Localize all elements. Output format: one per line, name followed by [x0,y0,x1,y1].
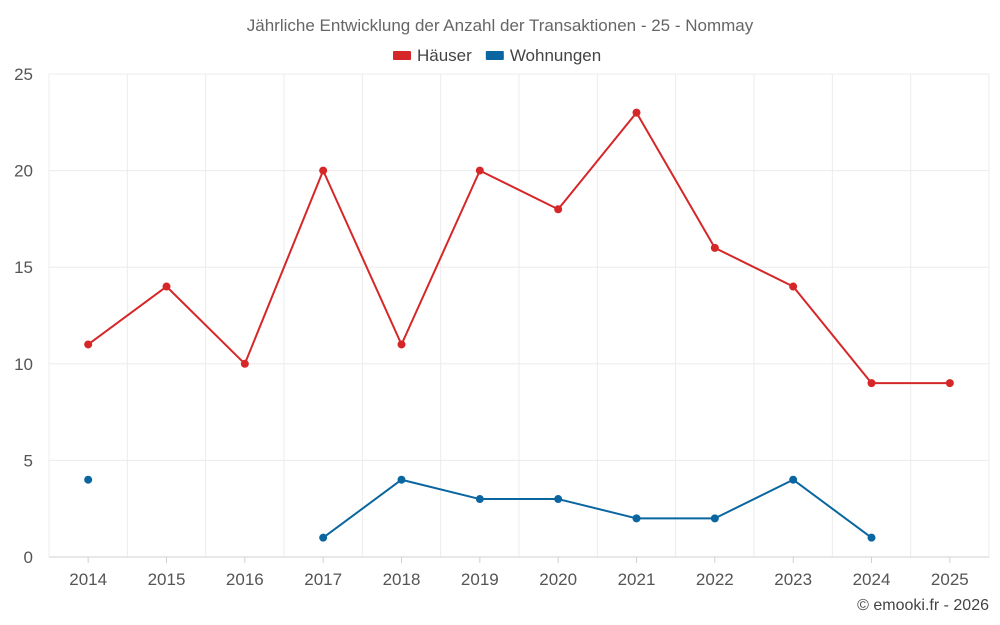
x-tick-label: 2016 [226,570,264,589]
data-point[interactable] [240,359,249,368]
y-tick-label: 5 [24,451,33,470]
x-tick-label: 2020 [539,570,577,589]
legend-label: Wohnungen [510,46,601,65]
legend-item[interactable]: Wohnungen [485,46,601,65]
legend: Häuser Wohnungen [393,46,601,65]
data-point[interactable] [789,475,798,484]
y-tick-label: 10 [14,355,33,374]
x-tick-label: 2025 [931,570,969,589]
credit-text: © emooki.fr - 2026 [857,597,989,614]
data-point[interactable] [710,514,719,523]
data-point[interactable] [945,379,954,388]
series-line [322,478,873,539]
data-point[interactable] [319,166,328,175]
chart-title: Jährliche Entwicklung der Anzahl der Tra… [247,16,754,35]
series-wohnungen [84,475,876,542]
data-point[interactable] [84,475,93,484]
legend-swatch [393,51,411,60]
y-tick-label: 20 [14,162,33,181]
y-tick-label: 0 [24,548,33,567]
series-group [84,108,954,542]
data-point[interactable] [867,533,876,542]
y-axis: 0 5 10 15 20 25 [14,65,33,567]
data-point[interactable] [632,514,641,523]
x-axis: 2014 2015 2016 2017 2018 2019 2020 2021 2022 2023… [69,557,969,589]
x-tick-label: 2014 [69,570,107,589]
series-line [87,111,950,385]
data-point[interactable] [84,340,93,349]
data-point[interactable] [397,340,406,349]
x-tick-label: 2019 [461,570,499,589]
x-tick-label: 2015 [148,570,186,589]
legend-item[interactable]: Häuser [393,46,472,65]
data-point[interactable] [554,495,563,504]
y-tick-label: 25 [14,65,33,84]
x-tick-label: 2022 [696,570,734,589]
data-point[interactable] [162,282,171,291]
data-point[interactable] [789,282,798,291]
data-point[interactable] [867,379,876,388]
grid [48,73,990,558]
y-tick-label: 15 [14,258,33,277]
x-tick-label: 2017 [304,570,342,589]
x-tick-label: 2018 [383,570,421,589]
data-point[interactable] [475,166,484,175]
x-tick-label: 2021 [618,570,656,589]
data-point[interactable] [475,495,484,504]
x-tick-label: 2023 [774,570,812,589]
series-häuser [84,108,954,388]
data-point[interactable] [554,205,563,214]
data-point[interactable] [397,475,406,484]
x-tick-label: 2024 [853,570,891,589]
legend-swatch [485,51,504,60]
legend-label: Häuser [417,46,472,65]
data-point[interactable] [319,533,328,542]
data-point[interactable] [632,108,641,117]
data-point[interactable] [710,243,719,252]
